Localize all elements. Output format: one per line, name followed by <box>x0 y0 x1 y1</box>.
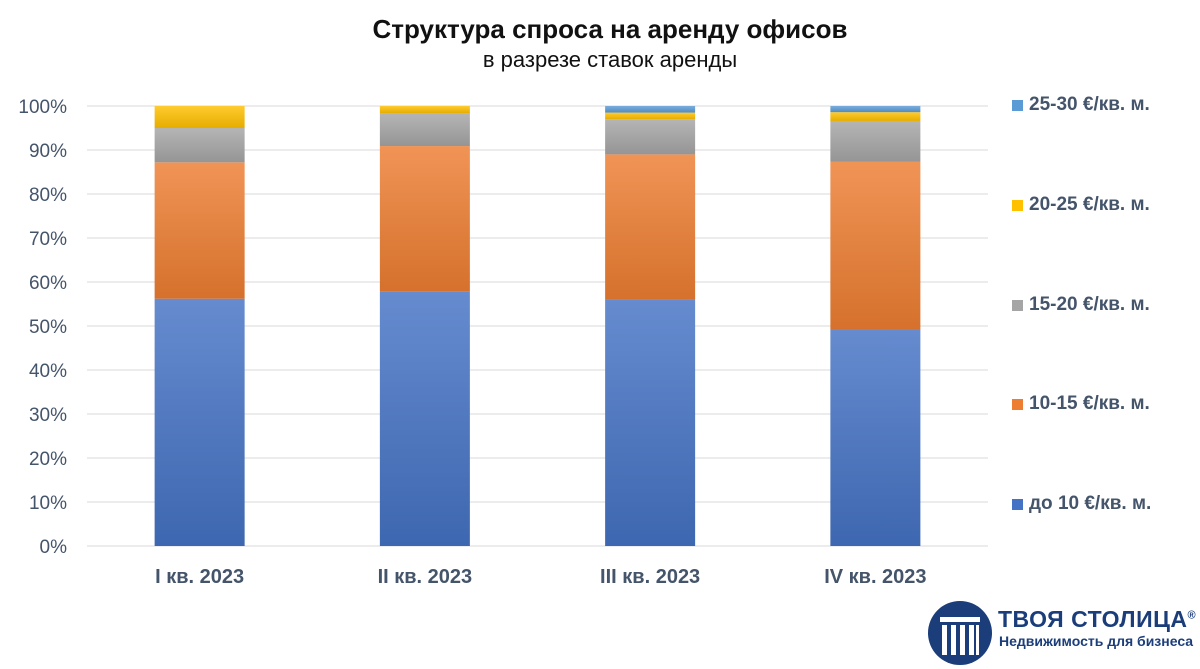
y-tick-label: 0% <box>40 537 68 558</box>
bar-segment <box>830 120 921 162</box>
x-category-label: III кв. 2023 <box>600 566 700 588</box>
chart-legend: 25-30 €/кв. м. 20-25 €/кв. м. 15-20 €/кв. … <box>1012 0 1200 560</box>
legend-swatch <box>1012 398 1023 410</box>
legend-item: до 10 €/кв. м. <box>1012 493 1151 515</box>
chart-title: Структура спроса на аренду офисов <box>372 14 848 44</box>
bar-segment <box>830 112 921 121</box>
y-tick-label: 60% <box>29 273 67 294</box>
y-tick-label: 100% <box>18 97 67 118</box>
bar-segment <box>830 161 921 330</box>
legend-label: 25-30 €/кв. м. <box>1029 94 1150 115</box>
logo-tagline: Недвижимость для бизнеса <box>999 633 1194 649</box>
bar-segment <box>605 106 696 113</box>
legend-swatch <box>1012 199 1023 211</box>
y-tick-label: 20% <box>29 449 67 470</box>
company-logo: ТВОЯ СТОЛИЦА® Недвижимость для бизнеса <box>926 597 1196 665</box>
bar-segment <box>605 154 696 300</box>
x-category-label: II кв. 2023 <box>378 566 473 588</box>
legend-swatch <box>1012 498 1023 510</box>
legend-swatch <box>1012 99 1023 111</box>
legend-label: 15-20 €/кв. м. <box>1029 294 1150 315</box>
y-tick-label: 50% <box>29 317 67 338</box>
y-tick-label: 70% <box>29 229 67 250</box>
y-tick-label: 40% <box>29 361 67 382</box>
x-category-label: IV кв. 2023 <box>824 566 926 588</box>
x-category-label: I кв. 2023 <box>155 566 244 588</box>
bar-segment <box>379 146 470 292</box>
y-tick-label: 30% <box>29 405 67 426</box>
legend-label: 10-15 €/кв. м. <box>1029 393 1150 414</box>
legend-label: до 10 €/кв. м. <box>1029 493 1152 514</box>
bar-segment <box>605 119 696 155</box>
y-tick-label: 90% <box>29 141 67 162</box>
legend-swatch <box>1012 299 1023 311</box>
bar-segment <box>605 299 696 546</box>
bar-segment <box>154 128 245 163</box>
bar-segment <box>379 291 470 546</box>
bar-segment <box>379 106 470 114</box>
legend-label: 20-25 €/кв. м. <box>1029 194 1150 215</box>
bar-segment <box>154 162 245 299</box>
bar-segment <box>154 106 245 128</box>
legend-item: 15-20 €/кв. м. <box>1012 294 1150 316</box>
legend-item: 10-15 €/кв. м. <box>1012 393 1150 415</box>
legend-item: 20-25 €/кв. м. <box>1012 194 1150 216</box>
logo-company-name: ТВОЯ СТОЛИЦА® <box>998 606 1197 632</box>
y-tick-label: 10% <box>29 493 67 514</box>
y-tick-label: 80% <box>29 185 67 206</box>
bar-segment <box>379 113 470 147</box>
bar-segment <box>605 112 696 120</box>
bar-segment <box>154 298 245 546</box>
chart-subtitle: в разрезе ставок аренды <box>482 47 738 72</box>
bar-segment <box>830 329 921 546</box>
legend-item: 25-30 €/кв. м. <box>1012 94 1150 116</box>
bar-segment <box>830 106 921 113</box>
building-logo-icon <box>928 601 992 665</box>
stacked-bar-chart: 0% 10% 20% 30% 40% 50% 60% 70% 80% 90% 100% I кв. … <box>18 97 988 588</box>
